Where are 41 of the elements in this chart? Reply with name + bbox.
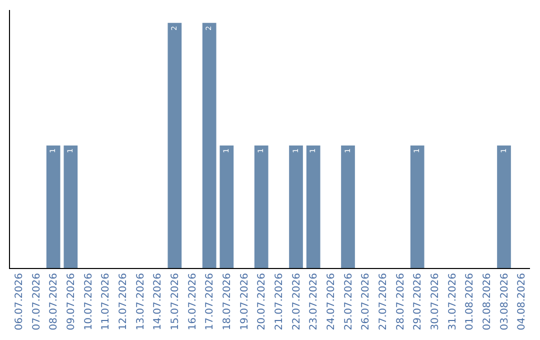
data-label: 1 xyxy=(48,148,58,154)
x-tick-label: 07.07.2026 xyxy=(31,273,42,330)
x-tick-label: 31.07.2026 xyxy=(447,273,458,330)
x-tick-label: 13.07.2026 xyxy=(135,273,146,330)
x-tick-label: 23.07.2026 xyxy=(308,273,320,330)
x-tick-label: 26.07.2026 xyxy=(360,273,372,330)
x-tick-label: 17.07.2026 xyxy=(204,273,216,330)
x-tick-label: 04.08.2026 xyxy=(516,273,528,330)
x-tick-label: 28.07.2026 xyxy=(395,273,406,330)
x-tick-label: 21.07.2026 xyxy=(274,273,285,330)
x-tick-label: 16.07.2026 xyxy=(187,273,198,330)
x-tick-label: 10.07.2026 xyxy=(83,273,94,330)
data-label: 1 xyxy=(412,148,422,154)
x-tick-label: 11.07.2026 xyxy=(100,273,112,330)
x-tick-label: 06.07.2026 xyxy=(14,273,25,330)
x-tick-label: 02.08.2026 xyxy=(482,273,493,330)
x-tick-label: 12.07.2026 xyxy=(118,273,129,330)
x-tick-label: 18.07.2026 xyxy=(222,273,233,330)
x-tick-label: 25.07.2026 xyxy=(343,273,354,330)
x-tick-label: 27.07.2026 xyxy=(378,273,389,330)
data-label: 1 xyxy=(342,148,352,153)
x-tick-label: 19.07.2026 xyxy=(239,273,250,330)
data-label: 2 xyxy=(204,26,214,30)
x-tick-label: 22.07.2026 xyxy=(291,273,302,330)
x-tick-label: 30.07.2026 xyxy=(430,273,441,330)
x-tick-label: 09.07.2026 xyxy=(66,273,77,330)
x-tick-label: 01.08.2026 xyxy=(464,273,476,330)
data-label: 1 xyxy=(308,148,318,154)
x-tick-label: 08.07.2026 xyxy=(48,273,60,330)
data-label: 1 xyxy=(498,148,508,153)
data-label: 1 xyxy=(256,148,266,154)
data-label: 1 xyxy=(65,148,74,154)
x-tick-label: 29.07.2026 xyxy=(412,273,424,330)
x-tick-label: 20.07.2026 xyxy=(256,273,268,330)
x-tick-label: 03.08.2026 xyxy=(499,273,510,330)
data-label: 2 xyxy=(169,26,178,30)
x-tick-label: 14.07.2026 xyxy=(152,273,164,330)
data-label: 1 xyxy=(290,148,300,153)
x-tick-label: 24.07.2026 xyxy=(326,273,337,330)
x-tick-label: 15.07.2026 xyxy=(170,273,181,330)
data-label: 1 xyxy=(221,148,230,154)
